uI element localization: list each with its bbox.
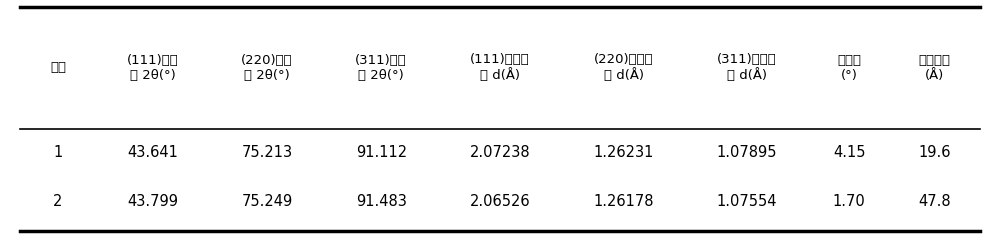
Text: 1.26178: 1.26178 xyxy=(593,194,654,209)
Text: 43.641: 43.641 xyxy=(128,145,179,160)
Text: (311)晶面间
距 d(Å): (311)晶面间 距 d(Å) xyxy=(717,53,777,82)
Text: 91.483: 91.483 xyxy=(356,194,407,209)
Text: (220)晶面间
距 d(Å): (220)晶面间 距 d(Å) xyxy=(594,53,653,82)
Text: 组别: 组别 xyxy=(50,61,66,74)
Text: 47.8: 47.8 xyxy=(919,194,951,209)
Text: 4.15: 4.15 xyxy=(833,145,866,160)
Text: 91.112: 91.112 xyxy=(356,145,407,160)
Text: (111)面对
应 2θ(°): (111)面对 应 2θ(°) xyxy=(127,54,179,82)
Text: 1.26231: 1.26231 xyxy=(593,145,654,160)
Text: 2.07238: 2.07238 xyxy=(470,145,530,160)
Text: 2: 2 xyxy=(53,194,63,209)
Text: 1.70: 1.70 xyxy=(833,194,866,209)
Text: 75.249: 75.249 xyxy=(242,194,293,209)
Text: 半高宽
(°): 半高宽 (°) xyxy=(837,54,861,82)
Text: 2.06526: 2.06526 xyxy=(470,194,530,209)
Text: 1: 1 xyxy=(53,145,63,160)
Text: 1.07554: 1.07554 xyxy=(717,194,777,209)
Text: (311)面对
应 2θ(°): (311)面对 应 2θ(°) xyxy=(355,54,407,82)
Text: 75.213: 75.213 xyxy=(242,145,293,160)
Text: 晶粒尺寸
(Å): 晶粒尺寸 (Å) xyxy=(919,54,951,82)
Text: (220)面对
应 2θ(°): (220)面对 应 2θ(°) xyxy=(241,54,293,82)
Text: (111)晶面间
距 d(Å): (111)晶面间 距 d(Å) xyxy=(470,53,530,82)
Text: 1.07895: 1.07895 xyxy=(717,145,777,160)
Text: 19.6: 19.6 xyxy=(919,145,951,160)
Text: 43.799: 43.799 xyxy=(128,194,179,209)
